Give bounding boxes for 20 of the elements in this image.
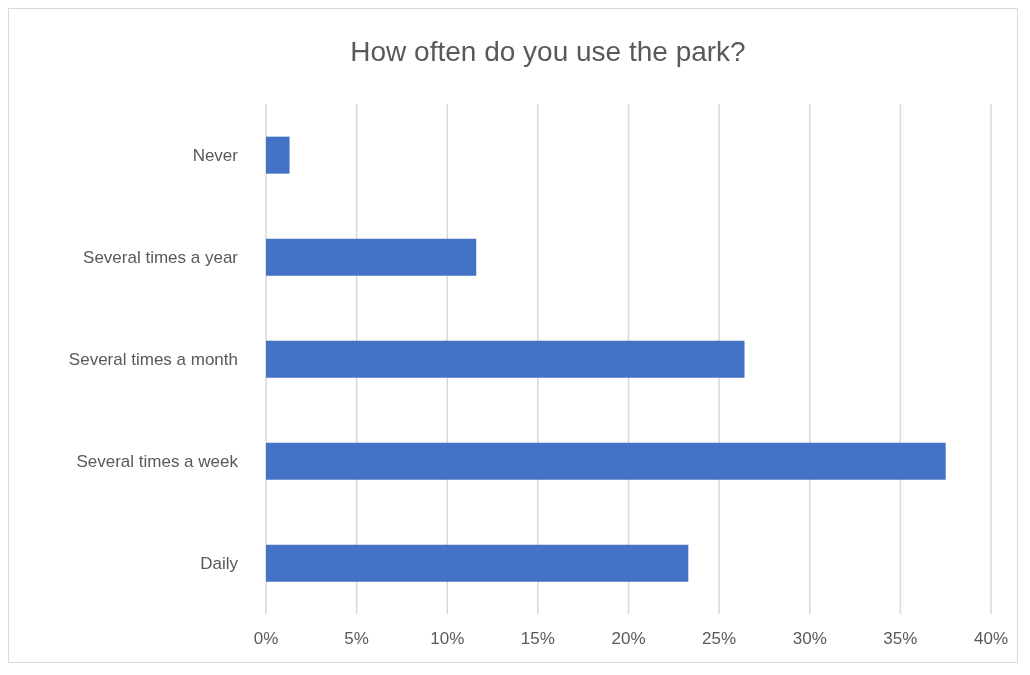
bar [266, 340, 745, 378]
x-tick-label: 15% [520, 629, 555, 649]
x-tick-label: 35% [883, 629, 918, 649]
y-tick-label: Several times a month [68, 350, 238, 370]
x-tick-label: 30% [792, 629, 827, 649]
x-tick-label: 0% [253, 629, 279, 649]
y-tick-label: Several times a year [83, 248, 239, 268]
bar [266, 136, 290, 174]
x-tick-label: 10% [430, 629, 465, 649]
y-tick-label: Never [192, 146, 239, 166]
x-tick-label: 20% [611, 629, 646, 649]
x-tick-label: 25% [702, 629, 737, 649]
y-tick-label: Several times a week [76, 452, 239, 472]
x-tick-label: 5% [344, 629, 369, 649]
y-tick-label: Daily [200, 554, 239, 574]
bar [266, 442, 946, 480]
bar [266, 544, 689, 582]
bar [266, 238, 477, 276]
chart-title: How often do you use the park? [349, 34, 747, 69]
x-tick-label: 40% [973, 629, 1009, 649]
